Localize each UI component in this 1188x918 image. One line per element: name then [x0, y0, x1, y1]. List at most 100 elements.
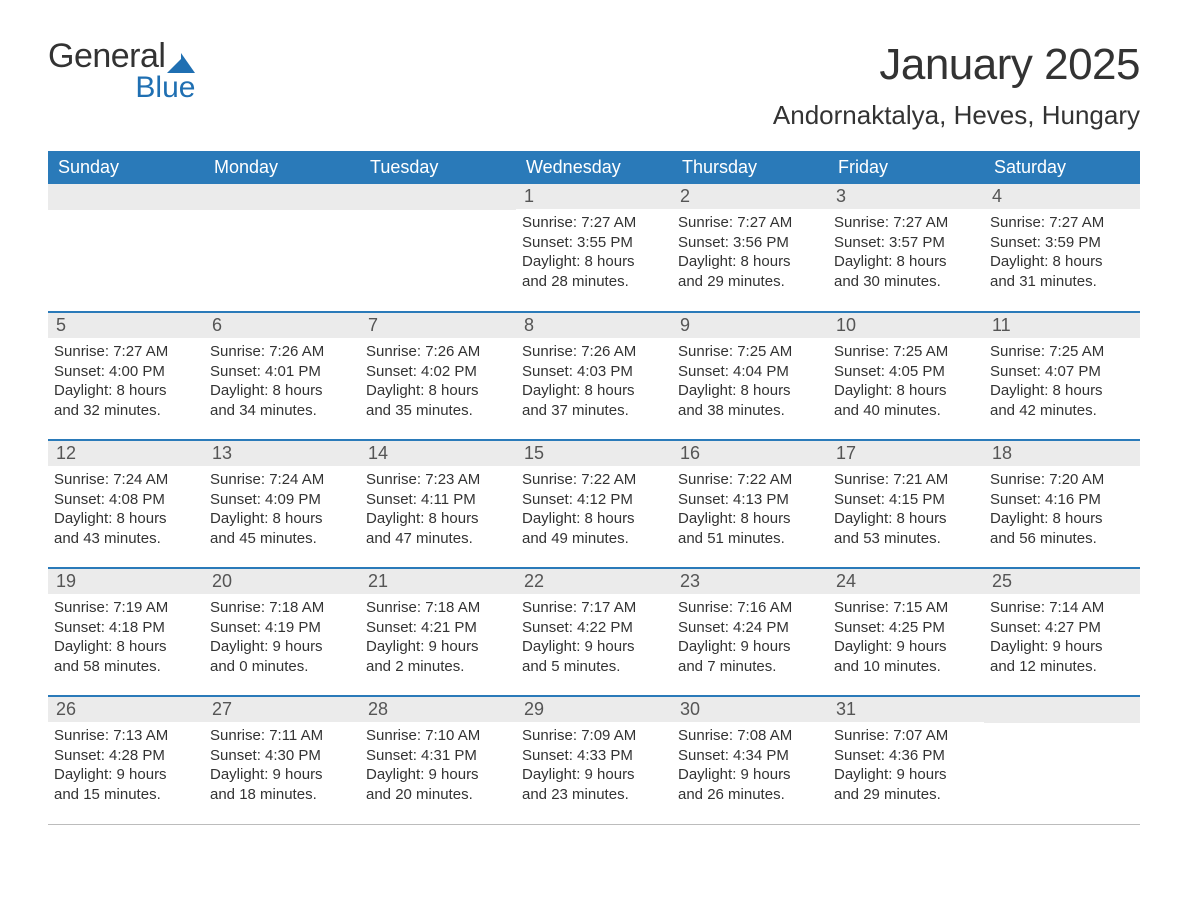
day-body: Sunrise: 7:19 AMSunset: 4:18 PMDaylight:…	[48, 594, 204, 684]
day-cell: 6Sunrise: 7:26 AMSunset: 4:01 PMDaylight…	[204, 312, 360, 440]
day-number: 29	[524, 699, 544, 719]
day-number: 10	[836, 315, 856, 335]
day-number: 7	[368, 315, 378, 335]
day-body: Sunrise: 7:27 AMSunset: 3:55 PMDaylight:…	[516, 209, 672, 299]
sunset-line: Sunset: 3:55 PM	[522, 233, 666, 253]
sunrise-line: Sunrise: 7:18 AM	[366, 598, 510, 618]
day-cell: 24Sunrise: 7:15 AMSunset: 4:25 PMDayligh…	[828, 568, 984, 696]
sunrise-line: Sunrise: 7:25 AM	[834, 342, 978, 362]
week-row: 19Sunrise: 7:19 AMSunset: 4:18 PMDayligh…	[48, 568, 1140, 696]
day-number-bar: 27	[204, 697, 360, 722]
day-number: 31	[836, 699, 856, 719]
sunrise-line: Sunrise: 7:15 AM	[834, 598, 978, 618]
day-number: 14	[368, 443, 388, 463]
sunrise-line: Sunrise: 7:27 AM	[678, 213, 822, 233]
day-number-bar: 25	[984, 569, 1140, 594]
day-number: 3	[836, 186, 846, 206]
day-number: 28	[368, 699, 388, 719]
day-number-bar: 17	[828, 441, 984, 466]
day-number-bar: 20	[204, 569, 360, 594]
calendar-table: Sunday Monday Tuesday Wednesday Thursday…	[48, 151, 1140, 825]
sunset-line: Sunset: 3:57 PM	[834, 233, 978, 253]
sunset-line: Sunset: 4:12 PM	[522, 490, 666, 510]
sunrise-line: Sunrise: 7:25 AM	[678, 342, 822, 362]
day-cell: 27Sunrise: 7:11 AMSunset: 4:30 PMDayligh…	[204, 696, 360, 824]
day-number: 2	[680, 186, 690, 206]
daylight-line2: and 18 minutes.	[210, 785, 354, 805]
daylight-line2: and 45 minutes.	[210, 529, 354, 549]
daylight-line1: Daylight: 9 hours	[834, 765, 978, 785]
logo: General Blue	[48, 40, 195, 103]
day-body: Sunrise: 7:24 AMSunset: 4:09 PMDaylight:…	[204, 466, 360, 556]
week-row: 12Sunrise: 7:24 AMSunset: 4:08 PMDayligh…	[48, 440, 1140, 568]
daylight-line2: and 53 minutes.	[834, 529, 978, 549]
daylight-line2: and 38 minutes.	[678, 401, 822, 421]
sunrise-line: Sunrise: 7:21 AM	[834, 470, 978, 490]
day-body: Sunrise: 7:18 AMSunset: 4:21 PMDaylight:…	[360, 594, 516, 684]
sunrise-line: Sunrise: 7:10 AM	[366, 726, 510, 746]
day-body: Sunrise: 7:11 AMSunset: 4:30 PMDaylight:…	[204, 722, 360, 812]
daylight-line1: Daylight: 9 hours	[678, 765, 822, 785]
day-number-bar: 19	[48, 569, 204, 594]
daylight-line1: Daylight: 8 hours	[678, 381, 822, 401]
day-cell	[204, 184, 360, 312]
daylight-line2: and 12 minutes.	[990, 657, 1134, 677]
title-block: January 2025 Andornaktalya, Heves, Hunga…	[773, 40, 1140, 143]
daylight-line1: Daylight: 8 hours	[990, 252, 1134, 272]
daylight-line2: and 34 minutes.	[210, 401, 354, 421]
daylight-line1: Daylight: 8 hours	[366, 509, 510, 529]
sunrise-line: Sunrise: 7:22 AM	[522, 470, 666, 490]
day-header: Thursday	[672, 151, 828, 184]
day-number-bar	[984, 697, 1140, 723]
day-cell: 28 Sunrise: 7:10 AMSunset: 4:31 PMDayligh…	[360, 696, 516, 824]
day-number: 30	[680, 699, 700, 719]
day-cell: 11Sunrise: 7:25 AMSunset: 4:07 PMDayligh…	[984, 312, 1140, 440]
day-body: Sunrise: 7:25 AMSunset: 4:05 PMDaylight:…	[828, 338, 984, 428]
sunset-line: Sunset: 4:36 PM	[834, 746, 978, 766]
day-cell: 4Sunrise: 7:27 AMSunset: 3:59 PMDaylight…	[984, 184, 1140, 312]
day-body: Sunrise: 7:23 AMSunset: 4:11 PMDaylight:…	[360, 466, 516, 556]
daylight-line1: Daylight: 9 hours	[522, 765, 666, 785]
day-body: Sunrise: 7:27 AMSunset: 4:00 PMDaylight:…	[48, 338, 204, 428]
sunset-line: Sunset: 4:28 PM	[54, 746, 198, 766]
day-body: Sunrise: 7:25 AMSunset: 4:07 PMDaylight:…	[984, 338, 1140, 428]
day-cell: 14 Sunrise: 7:23 AMSunset: 4:11 PMDayligh…	[360, 440, 516, 568]
day-cell: 1Sunrise: 7:27 AMSunset: 3:55 PMDaylight…	[516, 184, 672, 312]
month-title: January 2025	[773, 40, 1140, 90]
day-number: 22	[524, 571, 544, 591]
day-number: 25	[992, 571, 1012, 591]
sunrise-line: Sunrise: 7:27 AM	[522, 213, 666, 233]
daylight-line1: Daylight: 8 hours	[522, 509, 666, 529]
sunset-line: Sunset: 4:30 PM	[210, 746, 354, 766]
daylight-line2: and 47 minutes.	[366, 529, 510, 549]
day-number: 17	[836, 443, 856, 463]
daylight-line1: Daylight: 8 hours	[210, 509, 354, 529]
day-header: Monday	[204, 151, 360, 184]
day-cell: 12Sunrise: 7:24 AMSunset: 4:08 PMDayligh…	[48, 440, 204, 568]
sunrise-line: Sunrise: 7:08 AM	[678, 726, 822, 746]
daylight-line1: Daylight: 8 hours	[522, 252, 666, 272]
day-body: Sunrise: 7:15 AMSunset: 4:25 PMDaylight:…	[828, 594, 984, 684]
sunrise-line: Sunrise: 7:07 AM	[834, 726, 978, 746]
sunset-line: Sunset: 4:33 PM	[522, 746, 666, 766]
daylight-line1: Daylight: 8 hours	[366, 381, 510, 401]
day-body: Sunrise: 7:26 AMSunset: 4:03 PMDaylight:…	[516, 338, 672, 428]
daylight-line2: and 29 minutes.	[834, 785, 978, 805]
day-cell: 9Sunrise: 7:25 AMSunset: 4:04 PMDaylight…	[672, 312, 828, 440]
day-number-bar: 2	[672, 184, 828, 209]
day-number-bar: 23	[672, 569, 828, 594]
sunrise-line: Sunrise: 7:18 AM	[210, 598, 354, 618]
day-body: Sunrise: 7:16 AMSunset: 4:24 PMDaylight:…	[672, 594, 828, 684]
day-cell	[48, 184, 204, 312]
day-cell	[984, 696, 1140, 824]
sunrise-line: Sunrise: 7:26 AM	[210, 342, 354, 362]
daylight-line1: Daylight: 9 hours	[522, 637, 666, 657]
daylight-line2: and 51 minutes.	[678, 529, 822, 549]
day-body: Sunrise: 7:10 AMSunset: 4:31 PMDaylight:…	[360, 722, 516, 812]
calendar-body: 1Sunrise: 7:27 AMSunset: 3:55 PMDaylight…	[48, 184, 1140, 824]
daylight-line1: Daylight: 8 hours	[54, 509, 198, 529]
day-number: 8	[524, 315, 534, 335]
daylight-line1: Daylight: 9 hours	[366, 765, 510, 785]
daylight-line1: Daylight: 8 hours	[990, 381, 1134, 401]
day-number: 12	[56, 443, 76, 463]
